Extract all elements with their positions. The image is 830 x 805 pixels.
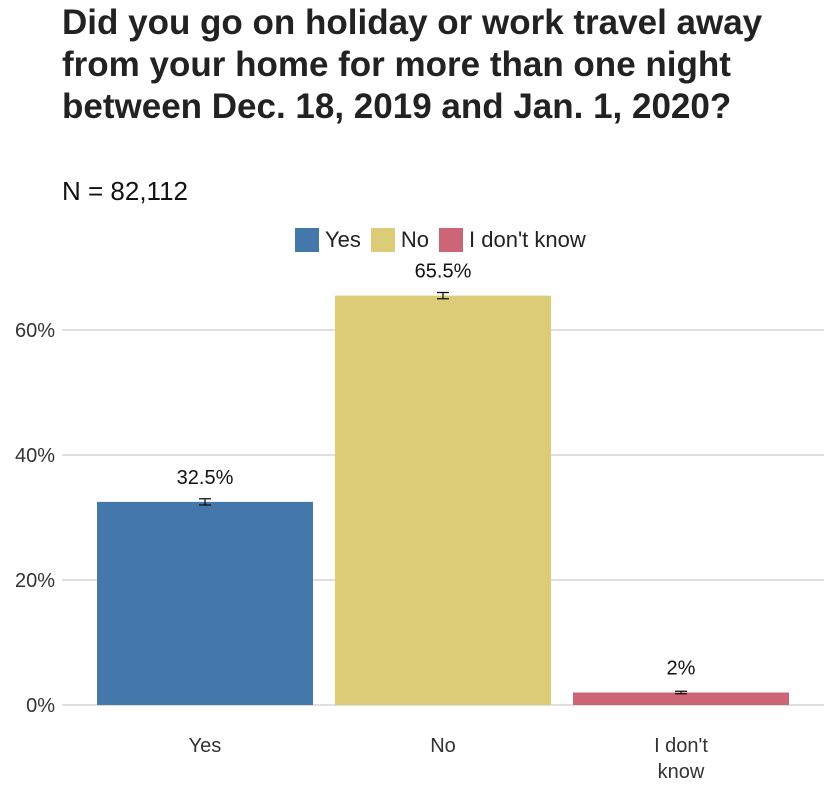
- legend-item-yes: Yes: [295, 227, 361, 253]
- legend-label-no: No: [400, 227, 430, 252]
- y-tick-label-20: 20%: [15, 570, 55, 592]
- x-tick-label-1: No: [430, 735, 456, 757]
- x-tick-label-line: No: [430, 735, 456, 757]
- legend-swatch-yes: [295, 228, 319, 252]
- legend-swatch-dont-know: [439, 228, 464, 252]
- bar-2: [573, 692, 789, 705]
- chart-subtitle: N = 82,112: [62, 176, 189, 206]
- y-tick-label-40: 40%: [15, 445, 55, 467]
- y-tick-label-0: 0%: [26, 695, 55, 717]
- legend-item-no: No: [370, 227, 430, 253]
- data-label-2: 2%: [667, 658, 696, 680]
- x-tick-label-line: Yes: [189, 735, 222, 757]
- data-label-0: 32.5%: [177, 467, 234, 489]
- data-label-1: 65.5%: [415, 261, 472, 283]
- legend-item-dont-know: I don't know: [439, 227, 586, 253]
- legend-label-dont-know: I don't know: [469, 227, 586, 252]
- bar-0: [97, 501, 313, 705]
- x-tick-label-line: know: [658, 761, 705, 783]
- legend: Yes No I don't know: [295, 227, 596, 253]
- x-tick-label-line: I don't: [654, 735, 708, 757]
- x-tick-label-2: I don't know: [654, 735, 708, 783]
- y-tick-label-60: 60%: [15, 320, 55, 342]
- bar-1: [335, 295, 551, 705]
- legend-label-yes: Yes: [325, 227, 361, 252]
- x-tick-label-0: Yes: [189, 735, 222, 757]
- legend-swatch-no: [370, 228, 395, 252]
- chart-title: Did you go on holiday or work travel awa…: [62, 3, 763, 126]
